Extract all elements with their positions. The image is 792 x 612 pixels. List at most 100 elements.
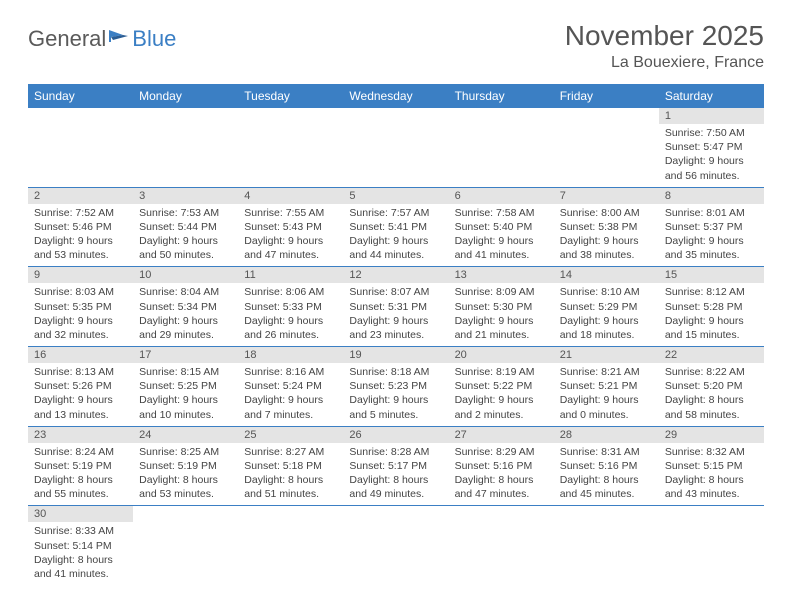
day-line: Sunrise: 8:18 AM bbox=[349, 365, 442, 379]
day-number: 4 bbox=[238, 188, 343, 204]
day-number: 28 bbox=[554, 427, 659, 443]
calendar-cell: 23Sunrise: 8:24 AMSunset: 5:19 PMDayligh… bbox=[28, 426, 133, 506]
day-number: 24 bbox=[133, 427, 238, 443]
day-line: Daylight: 9 hours bbox=[455, 393, 548, 407]
logo-text-blue: Blue bbox=[132, 26, 176, 52]
day-line: Sunset: 5:47 PM bbox=[665, 140, 758, 154]
calendar-cell bbox=[238, 108, 343, 187]
day-line: Daylight: 8 hours bbox=[455, 473, 548, 487]
calendar-cell: 17Sunrise: 8:15 AMSunset: 5:25 PMDayligh… bbox=[133, 347, 238, 427]
day-line: Sunrise: 7:53 AM bbox=[139, 206, 232, 220]
day-line: and 56 minutes. bbox=[665, 169, 758, 183]
calendar-cell: 8Sunrise: 8:01 AMSunset: 5:37 PMDaylight… bbox=[659, 187, 764, 267]
day-number: 7 bbox=[554, 188, 659, 204]
calendar-cell: 14Sunrise: 8:10 AMSunset: 5:29 PMDayligh… bbox=[554, 267, 659, 347]
day-line: Sunrise: 8:27 AM bbox=[244, 445, 337, 459]
day-content: Sunrise: 8:18 AMSunset: 5:23 PMDaylight:… bbox=[343, 363, 448, 426]
day-line: Sunrise: 8:22 AM bbox=[665, 365, 758, 379]
day-content: Sunrise: 8:00 AMSunset: 5:38 PMDaylight:… bbox=[554, 204, 659, 267]
day-number: 8 bbox=[659, 188, 764, 204]
day-number: 16 bbox=[28, 347, 133, 363]
weekday-header: Thursday bbox=[449, 84, 554, 108]
day-line: Sunrise: 8:07 AM bbox=[349, 285, 442, 299]
weekday-header: Sunday bbox=[28, 84, 133, 108]
day-line: and 10 minutes. bbox=[139, 408, 232, 422]
calendar-cell: 28 Sunrise: 8:31 AMSunset: 5:16 PMDayligh… bbox=[554, 426, 659, 506]
day-content: Sunrise: 8:22 AMSunset: 5:20 PMDaylight:… bbox=[659, 363, 764, 426]
day-line: Daylight: 8 hours bbox=[244, 473, 337, 487]
day-line: Sunset: 5:28 PM bbox=[665, 300, 758, 314]
calendar-row: 2Sunrise: 7:52 AMSunset: 5:46 PMDaylight… bbox=[28, 187, 764, 267]
day-line: Sunrise: 8:00 AM bbox=[560, 206, 653, 220]
calendar-cell: 15Sunrise: 8:12 AMSunset: 5:28 PMDayligh… bbox=[659, 267, 764, 347]
day-line: Sunset: 5:16 PM bbox=[560, 459, 653, 473]
month-title: November 2025 bbox=[565, 20, 764, 52]
day-content: Sunrise: 8:07 AMSunset: 5:31 PMDaylight:… bbox=[343, 283, 448, 346]
day-line: Sunrise: 8:29 AM bbox=[455, 445, 548, 459]
weekday-header: Monday bbox=[133, 84, 238, 108]
calendar-cell: 12Sunrise: 8:07 AMSunset: 5:31 PMDayligh… bbox=[343, 267, 448, 347]
day-line: Daylight: 9 hours bbox=[34, 234, 127, 248]
day-number: 19 bbox=[343, 347, 448, 363]
day-line: Sunset: 5:19 PM bbox=[34, 459, 127, 473]
day-line: Daylight: 9 hours bbox=[665, 154, 758, 168]
calendar-cell bbox=[659, 506, 764, 585]
day-line: Daylight: 8 hours bbox=[34, 473, 127, 487]
day-line: Daylight: 8 hours bbox=[665, 473, 758, 487]
day-content: Sunrise: 8:21 AMSunset: 5:21 PMDaylight:… bbox=[554, 363, 659, 426]
day-line: and 53 minutes. bbox=[34, 248, 127, 262]
calendar-cell: 6Sunrise: 7:58 AMSunset: 5:40 PMDaylight… bbox=[449, 187, 554, 267]
day-line: Sunset: 5:23 PM bbox=[349, 379, 442, 393]
day-line: Sunset: 5:44 PM bbox=[139, 220, 232, 234]
day-content: Sunrise: 7:55 AMSunset: 5:43 PMDaylight:… bbox=[238, 204, 343, 267]
calendar-cell: 1Sunrise: 7:50 AMSunset: 5:47 PMDaylight… bbox=[659, 108, 764, 187]
day-content: Sunrise: 8:04 AMSunset: 5:34 PMDaylight:… bbox=[133, 283, 238, 346]
calendar-cell bbox=[343, 108, 448, 187]
day-line: and 38 minutes. bbox=[560, 248, 653, 262]
day-line: Daylight: 9 hours bbox=[139, 234, 232, 248]
day-line: Daylight: 8 hours bbox=[665, 393, 758, 407]
calendar-table: Sunday Monday Tuesday Wednesday Thursday… bbox=[28, 84, 764, 585]
day-number: 27 bbox=[449, 427, 554, 443]
day-content: Sunrise: 7:57 AMSunset: 5:41 PMDaylight:… bbox=[343, 204, 448, 267]
day-line: Sunset: 5:33 PM bbox=[244, 300, 337, 314]
day-line: and 35 minutes. bbox=[665, 248, 758, 262]
day-line: and 53 minutes. bbox=[139, 487, 232, 501]
day-line: Sunset: 5:16 PM bbox=[455, 459, 548, 473]
calendar-cell: 30Sunrise: 8:33 AMSunset: 5:14 PMDayligh… bbox=[28, 506, 133, 585]
calendar-cell bbox=[449, 506, 554, 585]
day-line: and 55 minutes. bbox=[34, 487, 127, 501]
day-line: Daylight: 8 hours bbox=[560, 473, 653, 487]
logo: General Blue bbox=[28, 26, 176, 52]
day-line: and 51 minutes. bbox=[244, 487, 337, 501]
day-number: 20 bbox=[449, 347, 554, 363]
day-number: 18 bbox=[238, 347, 343, 363]
day-number: 6 bbox=[449, 188, 554, 204]
day-line: Daylight: 9 hours bbox=[34, 393, 127, 407]
day-line: Sunrise: 8:31 AM bbox=[560, 445, 653, 459]
calendar-cell: 16Sunrise: 8:13 AMSunset: 5:26 PMDayligh… bbox=[28, 347, 133, 427]
day-line: and 50 minutes. bbox=[139, 248, 232, 262]
day-line: and 18 minutes. bbox=[560, 328, 653, 342]
day-line: Sunset: 5:40 PM bbox=[455, 220, 548, 234]
day-line: and 13 minutes. bbox=[34, 408, 127, 422]
calendar-cell bbox=[449, 108, 554, 187]
day-line: Sunset: 5:38 PM bbox=[560, 220, 653, 234]
day-line: and 21 minutes. bbox=[455, 328, 548, 342]
day-number: 12 bbox=[343, 267, 448, 283]
day-line: Sunset: 5:19 PM bbox=[139, 459, 232, 473]
calendar-cell bbox=[133, 108, 238, 187]
day-line: Sunrise: 8:12 AM bbox=[665, 285, 758, 299]
day-line: Sunrise: 7:50 AM bbox=[665, 126, 758, 140]
day-line: Sunrise: 7:58 AM bbox=[455, 206, 548, 220]
logo-text-general: General bbox=[28, 26, 106, 52]
day-content: Sunrise: 7:58 AMSunset: 5:40 PMDaylight:… bbox=[449, 204, 554, 267]
day-number: 5 bbox=[343, 188, 448, 204]
calendar-cell: 25Sunrise: 8:27 AMSunset: 5:18 PMDayligh… bbox=[238, 426, 343, 506]
day-line: Daylight: 9 hours bbox=[244, 314, 337, 328]
day-line: and 26 minutes. bbox=[244, 328, 337, 342]
calendar-body: 1Sunrise: 7:50 AMSunset: 5:47 PMDaylight… bbox=[28, 108, 764, 585]
day-line: and 15 minutes. bbox=[665, 328, 758, 342]
calendar-page: General Blue November 2025 La Bouexiere,… bbox=[0, 0, 792, 605]
calendar-cell: 9Sunrise: 8:03 AMSunset: 5:35 PMDaylight… bbox=[28, 267, 133, 347]
